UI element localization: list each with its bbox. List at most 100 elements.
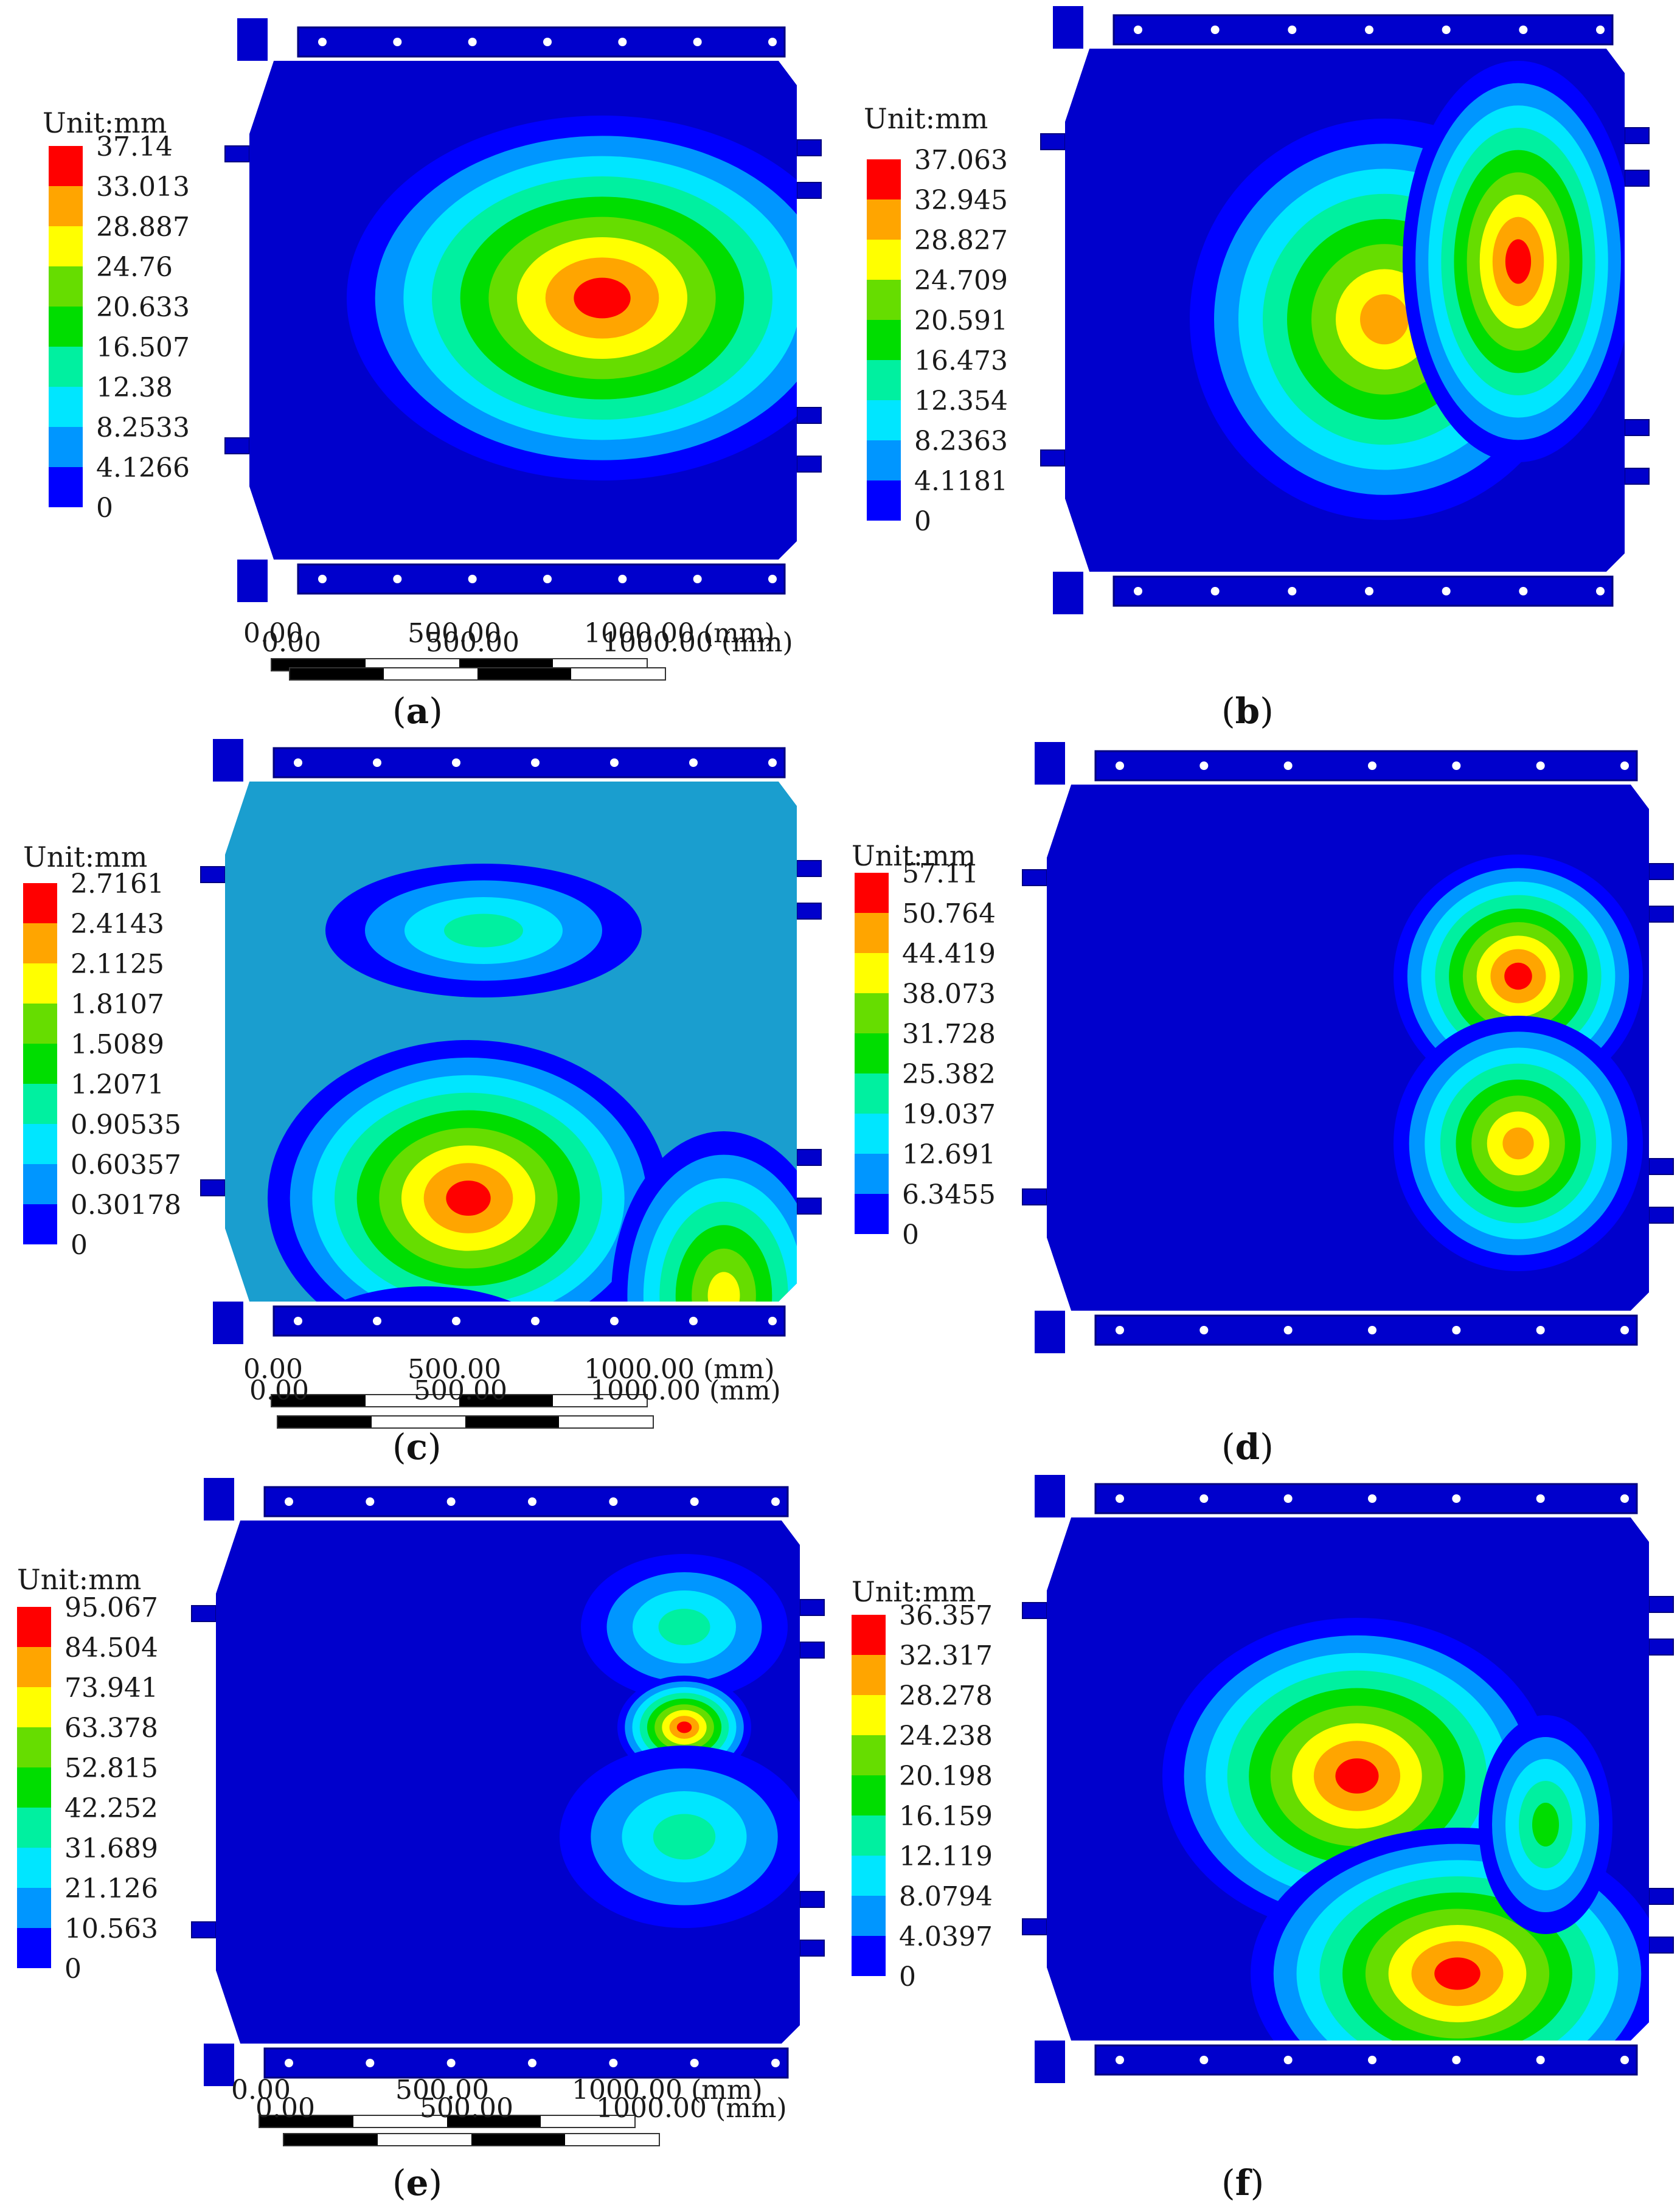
legend-swatch	[49, 266, 83, 307]
corner-tab	[204, 1478, 234, 1521]
side-tab	[200, 1179, 226, 1196]
legend-tick-label: 16.159	[899, 1801, 993, 1832]
legend-tick-label: 37.14	[96, 131, 173, 162]
scale-label: 500.00	[420, 2093, 513, 2124]
top-rail	[1094, 1483, 1638, 1514]
bolt-hole	[618, 575, 627, 583]
bolt-hole	[771, 1497, 780, 1506]
legend-swatch	[855, 1073, 889, 1114]
legend-tick-label: 20.633	[96, 292, 190, 323]
bolt-hole	[768, 38, 777, 46]
scale-bar-segment	[278, 1417, 372, 1427]
legend-tick-label: 1.8107	[71, 989, 164, 1020]
bottom-rail	[263, 2047, 789, 2079]
corner-tab	[1053, 6, 1083, 49]
side-tab	[796, 139, 822, 156]
contour-plot-d	[1022, 742, 1674, 1353]
legend-tick-label: 19.037	[902, 1099, 996, 1130]
scale-bar-segment	[272, 1395, 366, 1406]
bolt-hole	[393, 38, 402, 46]
bolt-hole	[543, 38, 552, 46]
scale-bar-segment	[447, 2116, 541, 2127]
bolt-hole	[1134, 587, 1142, 595]
legend-tick-label: 52.815	[64, 1753, 158, 1784]
legend-swatch	[867, 240, 901, 280]
contour-band	[444, 914, 523, 948]
contour-plot-a	[224, 18, 822, 602]
scale-bar-segment	[284, 2134, 378, 2145]
legend-swatch	[23, 1124, 57, 1164]
scale-label: 0.00	[243, 618, 303, 649]
scale-label: 0.00	[262, 627, 321, 658]
legend-tick-label: 12.119	[899, 1841, 993, 1872]
scale-label: 500.00	[408, 1354, 501, 1385]
legend-tick-label: 63.378	[64, 1713, 158, 1744]
legend-swatch	[852, 1936, 886, 1976]
scale-label: 0.00	[255, 2093, 315, 2124]
contour-band	[1335, 1758, 1379, 1794]
bolt-hole	[1620, 1494, 1629, 1503]
legend-swatch	[23, 883, 57, 923]
panel-caption: (a)	[392, 690, 443, 732]
side-tab	[796, 860, 822, 877]
side-tab	[1648, 1639, 1674, 1656]
legend-swatch	[17, 1848, 51, 1888]
scale-bar-segment	[541, 2116, 634, 2127]
side-tab	[796, 1198, 822, 1215]
side-tab	[1648, 1596, 1674, 1613]
scale-bar-segment	[477, 668, 571, 679]
bolt-hole	[1596, 26, 1605, 34]
legend-tick-label: 0	[914, 506, 931, 537]
legend-swatch	[852, 1615, 886, 1655]
legend-tick-label: 0.30178	[71, 1190, 181, 1221]
contour-band	[707, 1272, 740, 1302]
legend-tick-label: 1.5089	[71, 1029, 164, 1060]
bolt-hole	[468, 38, 477, 46]
bolt-hole	[318, 575, 327, 583]
contour-band	[658, 1609, 710, 1645]
corner-tab	[1053, 572, 1083, 614]
legend-swatch	[855, 913, 889, 953]
bolt-hole	[373, 758, 381, 767]
bolt-hole	[1116, 1326, 1124, 1334]
legend-swatch	[852, 1896, 886, 1936]
legend-tick-label: 24.709	[914, 265, 1008, 296]
legend-tick-label: 38.073	[902, 979, 996, 1010]
contour-band	[676, 1721, 692, 1733]
legend-swatch	[23, 923, 57, 963]
side-tab	[191, 1921, 217, 1938]
side-tab	[796, 1149, 822, 1166]
scale-bar-segment	[290, 668, 384, 679]
scale-label: 1000.00 (mm)	[596, 2093, 787, 2124]
corner-tab	[1035, 1311, 1065, 1353]
legend-swatch	[49, 467, 83, 507]
scale-bar-segment	[465, 1417, 559, 1427]
side-tab	[1040, 133, 1066, 150]
legend-tick-label: 0	[902, 1219, 919, 1250]
bottom-rail	[1094, 2044, 1638, 2076]
scale-bar-segment	[459, 1395, 553, 1406]
bolt-hole	[452, 758, 460, 767]
legend-swatch	[867, 199, 901, 240]
bolt-hole	[285, 1497, 293, 1506]
bolt-hole	[318, 38, 327, 46]
legend-tick-label: 32.317	[899, 1640, 993, 1671]
scale-bar	[259, 2115, 636, 2128]
corner-tab	[1035, 742, 1065, 785]
corner-tab	[1035, 1475, 1065, 1517]
side-tab	[224, 145, 250, 162]
legend-swatch	[852, 1775, 886, 1815]
panel-caption-letter: e	[406, 2162, 429, 2204]
corner-tab	[237, 18, 268, 61]
side-tab	[796, 407, 822, 424]
contour-band	[653, 1814, 716, 1860]
contour-band	[446, 1181, 491, 1216]
corner-tab	[213, 739, 243, 782]
bolt-hole	[689, 758, 698, 767]
legend-swatch	[855, 1114, 889, 1154]
panel-caption: (b)	[1221, 690, 1274, 732]
bolt-hole	[1452, 761, 1461, 770]
bolt-hole	[1199, 761, 1209, 770]
bolt-hole	[468, 575, 477, 583]
